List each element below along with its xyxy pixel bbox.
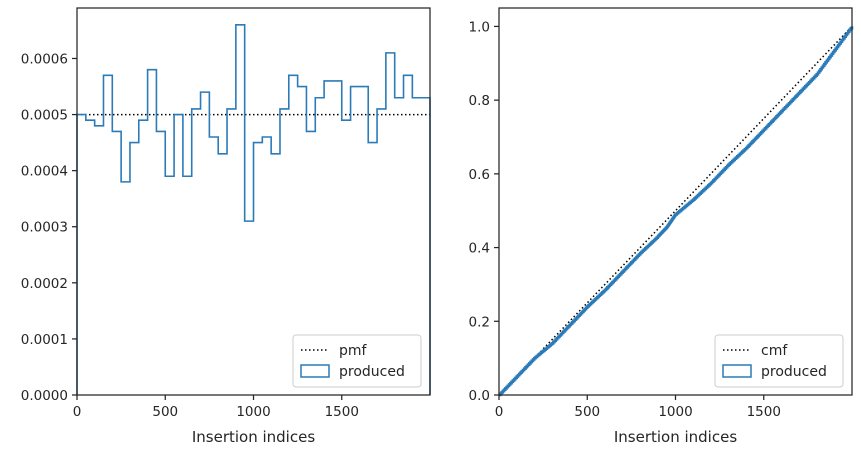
cmf-y-tick-label: 0.4 [469,241,490,257]
pmf-x-axis-label: Insertion indices [192,428,315,446]
pmf-y-ticks: 0.0000 0.0001 0.0002 0.0003 0.0004 0.0005 0.00… [21,51,77,404]
cmf-y-tick-label: 0.2 [469,314,490,330]
pmf-x-tick-label: 1500 [325,404,359,420]
cmf-plot-marks [498,25,854,397]
cmf-x-ticks: 0 500 1000 1500 [495,395,781,420]
cmf-y-ticks: 0.0 0.2 0.4 0.6 0.8 1.0 [469,19,499,404]
cmf-y-tick-label: 0.6 [469,167,490,183]
pmf-x-ticks: 0 500 1000 1500 [73,395,359,420]
pmf-y-tick-label: 0.0001 [21,332,68,348]
pmf-x-tick-label: 0 [73,404,82,420]
pmf-y-tick-label: 0.0005 [21,108,68,124]
pmf-legend-produced-label: produced [339,364,405,380]
cmf-x-tick-label: 500 [574,404,600,420]
pmf-legend: pmf produced [292,334,422,388]
pmf-y-tick-label: 0.0002 [21,276,68,292]
pmf-legend-box [292,334,422,388]
pmf-y-tick-label: 0.0000 [21,388,68,404]
cmf-legend: cmf produced [714,334,844,388]
cmf-produced-series [498,26,854,397]
cmf-legend-produced-label: produced [761,364,827,380]
pmf-y-tick-label: 0.0006 [21,51,68,67]
cmf-x-axis-label: Insertion indices [614,428,737,446]
cmf-y-tick-label: 0.8 [469,93,490,109]
pmf-legend-pmf-label: pmf [339,343,368,359]
pmf-x-tick-label: 1000 [236,404,270,420]
cmf-x-tick-label: 1500 [747,404,781,420]
pmf-y-tick-label: 0.0003 [21,220,68,236]
pmf-y-tick-label: 0.0004 [21,164,68,180]
cmf-y-tick-label: 1.0 [469,19,490,35]
cmf-x-tick-label: 0 [495,404,504,420]
cmf-x-tick-label: 1000 [658,404,692,420]
pmf-plot-marks [76,24,431,395]
cmf-y-tick-label: 0.0 [469,388,490,404]
cmf-legend-box [714,334,844,388]
cmf-legend-cmf-label: cmf [761,343,788,359]
pmf-x-tick-label: 500 [152,404,178,420]
cmf-reference-line [498,25,853,396]
cmf-panel: 0 500 1000 1500 0.0 0.2 0.4 0.6 0.8 1.0 Insertio… [469,7,854,446]
pmf-legend-produced-swatch [300,364,330,378]
pmf-histogram-panel: 0 500 1000 1500 0.00000.00010.00020.00030.0… [21,7,431,446]
pmf-produced-series [76,24,431,395]
cmf-legend-produced-swatch [722,364,752,378]
